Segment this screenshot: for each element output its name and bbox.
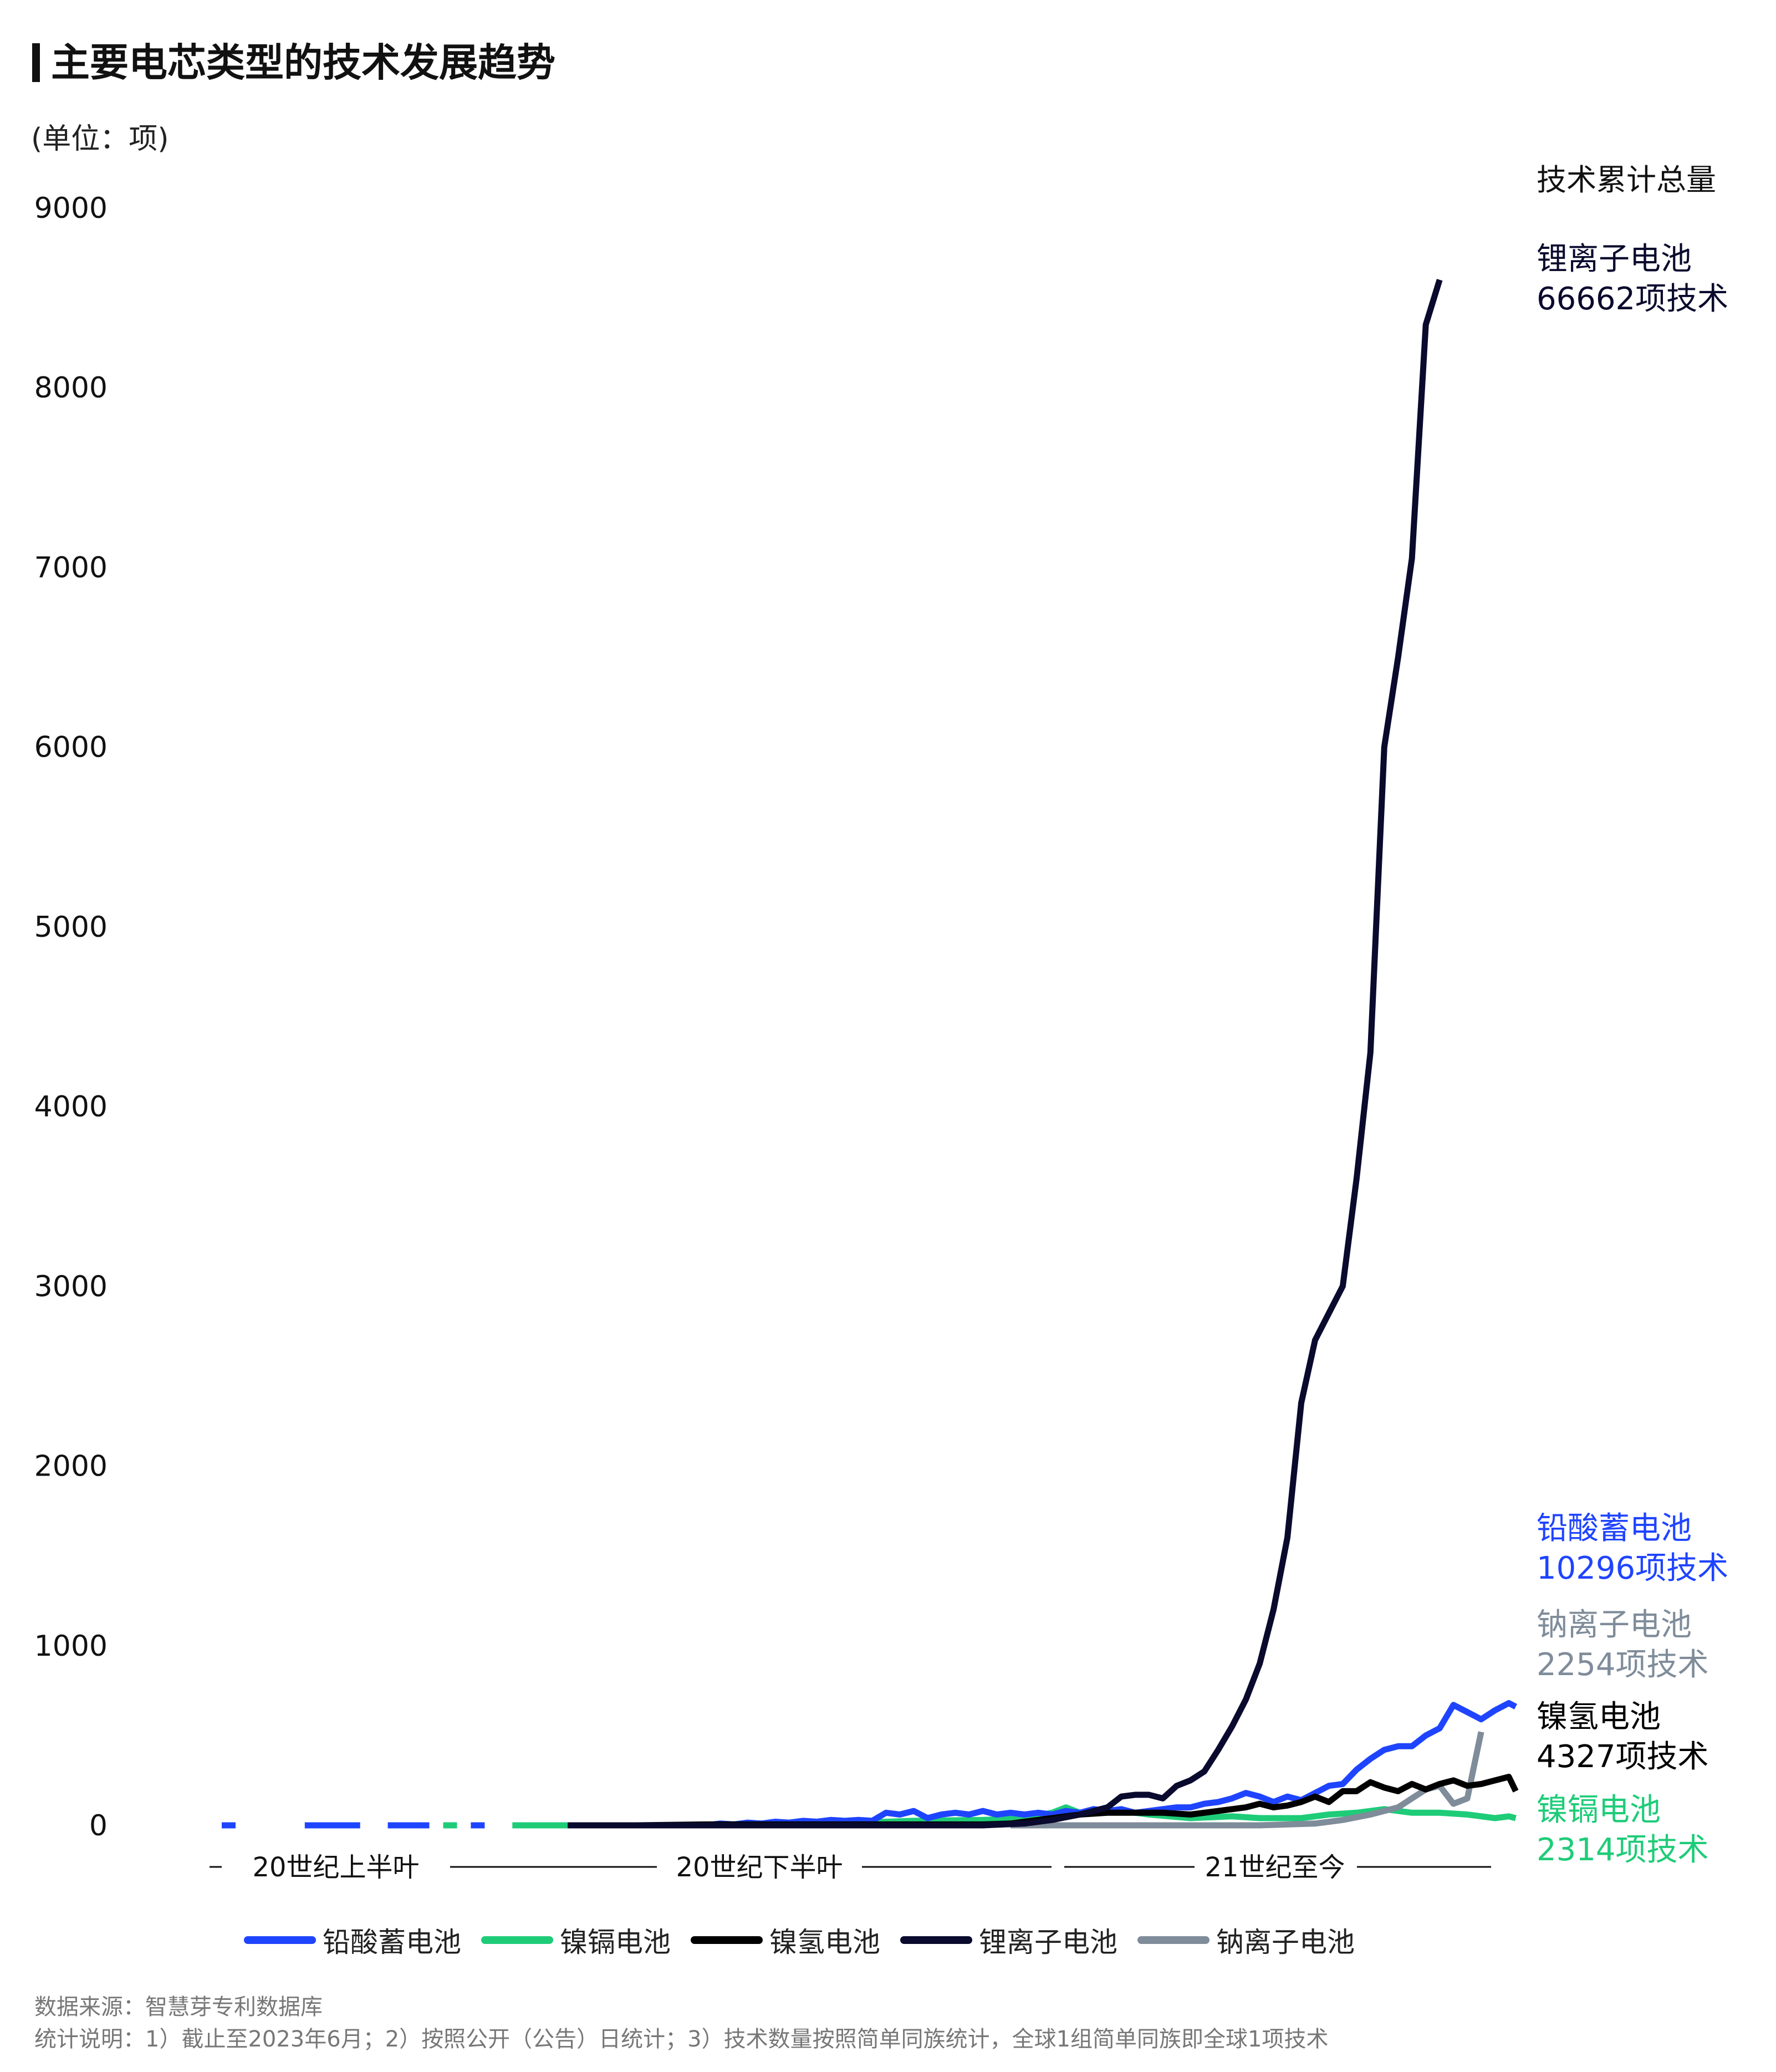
legend-item-sodium-ion[interactable]: 钠离子电池 <box>1137 1920 1355 1960</box>
legend-item-lead-acid[interactable]: 铅酸蓄电池 <box>244 1920 461 1960</box>
lithium-ion-total-name: 锂离子电池 <box>1537 241 1692 277</box>
legend-item-lithium-ion[interactable]: 锂离子电池 <box>900 1920 1117 1960</box>
legend-label: 铅酸蓄电池 <box>323 1926 461 1958</box>
nicd-total-value: 2314项技术 <box>1537 1832 1709 1868</box>
era-label: 21世纪至今 <box>1205 1852 1345 1883</box>
era-axis: 20世纪上半叶 20世纪下半叶 21世纪至今 <box>210 1852 1491 1883</box>
sodium-ion-total-label: 钠离子电池 2254项技术 <box>1537 1605 1709 1685</box>
series-line-1 <box>222 1700 1518 1829</box>
statistics-note: 统计说明：1）截止至2023年6月；2）按照公开（公告）日统计；3）技术数量按照… <box>34 2027 1329 2052</box>
legend-label: 镍氢电池 <box>769 1926 880 1958</box>
lead-acid-total-value: 10296项技术 <box>1537 1550 1729 1586</box>
legend-swatch-lithium-ion <box>900 1936 972 1944</box>
y-tick-label: 9000 <box>34 192 108 225</box>
y-tick-label: 5000 <box>34 911 108 944</box>
nicd-total-name: 镍镉电池 <box>1537 1792 1661 1828</box>
y-tick-label: 8000 <box>34 371 108 405</box>
sodium-ion-total-name: 钠离子电池 <box>1537 1607 1692 1643</box>
y-tick-label: 1000 <box>34 1630 108 1663</box>
chart-legend: 铅酸蓄电池 镍镉电池 镍氢电池 锂离子电池 钠离子电池 <box>244 1920 1375 1960</box>
legend-item-nimh[interactable]: 镍氢电池 <box>691 1920 880 1960</box>
y-tick-label: 2000 <box>34 1450 108 1483</box>
legend-item-nicd[interactable]: 镍镉电池 <box>481 1920 671 1960</box>
legend-swatch-nimh <box>691 1936 763 1944</box>
y-tick-label: 6000 <box>34 731 108 764</box>
legend-label: 锂离子电池 <box>979 1926 1117 1958</box>
lithium-ion-total-value: 66662项技术 <box>1537 281 1729 317</box>
nicd-total-label: 镍镉电池 2314项技术 <box>1537 1790 1709 1870</box>
chart-title: 主要电芯类型的技术发展趋势 <box>51 40 555 85</box>
legend-swatch-sodium-ion <box>1137 1936 1209 1944</box>
nimh-total-label: 镍氢电池 4327项技术 <box>1537 1697 1709 1777</box>
lead-acid-total-name: 铅酸蓄电池 <box>1537 1510 1692 1547</box>
series-line-3 <box>568 1774 1519 1829</box>
total-heading: 技术累计总量 <box>1537 162 1716 197</box>
y-axis-ticks: 0 1000 2000 3000 4000 5000 6000 7000 8000 9000 <box>34 192 108 1843</box>
legend-label: 钠离子电池 <box>1216 1926 1355 1958</box>
title-bar-accent <box>32 43 40 82</box>
legend-swatch-lead-acid <box>244 1936 316 1944</box>
legend-swatch-nicd <box>481 1936 553 1944</box>
era-label: 20世纪上半叶 <box>252 1852 419 1883</box>
era-label: 20世纪下半叶 <box>676 1852 843 1883</box>
sodium-ion-total-value: 2254项技术 <box>1537 1647 1709 1683</box>
y-tick-label: 3000 <box>34 1270 108 1303</box>
y-axis-unit-label: (单位：项) <box>31 123 169 156</box>
nimh-total-value: 4327项技术 <box>1537 1739 1709 1775</box>
lead-acid-total-label: 铅酸蓄电池 10296项技术 <box>1537 1509 1728 1589</box>
y-tick-label: 0 <box>89 1809 108 1843</box>
nimh-total-name: 镍氢电池 <box>1537 1699 1661 1735</box>
y-tick-label: 4000 <box>34 1090 108 1124</box>
legend-label: 镍镉电池 <box>560 1926 671 1958</box>
series-lines <box>222 279 1519 1829</box>
series-line-4 <box>568 279 1443 1829</box>
lithium-ion-total-label: 锂离子电池 66662项技术 <box>1537 239 1728 319</box>
data-source-note: 数据来源：智慧芽专利数据库 <box>34 1994 323 2020</box>
y-tick-label: 7000 <box>34 551 108 584</box>
